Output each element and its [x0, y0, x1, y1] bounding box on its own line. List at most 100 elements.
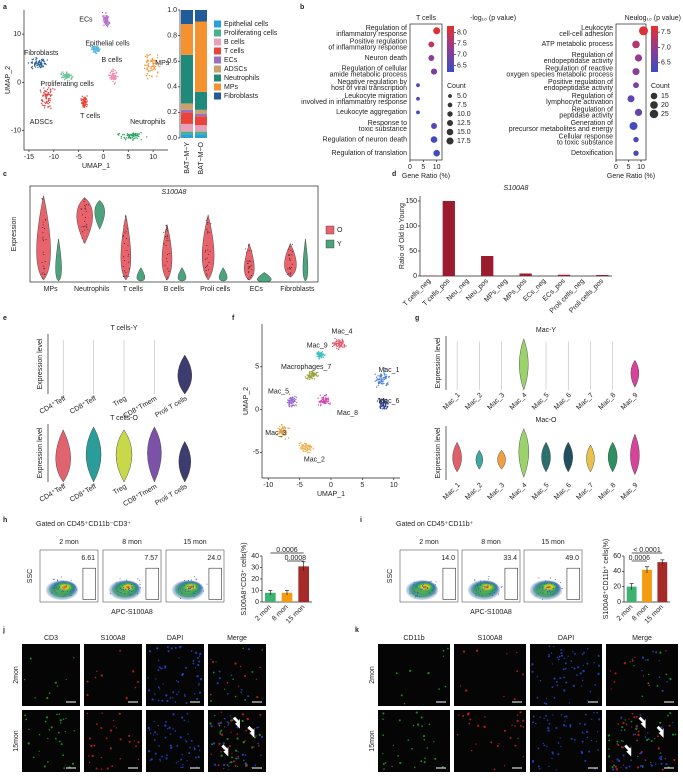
cell-point [93, 50, 95, 52]
cell-point [39, 91, 42, 93]
cell-point [306, 450, 308, 452]
cell-point [386, 405, 389, 408]
cell-signal [597, 672, 600, 675]
cell-point [316, 353, 318, 355]
cell-signal [625, 766, 628, 769]
event [556, 584, 558, 586]
cell-point [168, 240, 170, 242]
cell-signal [156, 733, 158, 735]
time-label: 2 mon [419, 539, 439, 546]
cell-point [382, 402, 384, 404]
cell-point [166, 278, 168, 280]
cell-signal [470, 749, 473, 752]
cell-point [41, 95, 44, 97]
cell-signal [634, 733, 637, 735]
cell-point [288, 393, 291, 396]
cell-point [103, 18, 105, 21]
cell-point [167, 234, 169, 236]
cell-point [104, 20, 106, 23]
cell-point [128, 135, 130, 137]
cell-point [336, 345, 339, 348]
cell-signal [539, 679, 542, 682]
cell-signal [636, 766, 640, 769]
cell-point [85, 211, 87, 213]
cell-signal [170, 746, 173, 749]
violin [55, 238, 62, 282]
event [129, 588, 131, 590]
event [187, 582, 189, 584]
cell-point [153, 59, 155, 62]
cell-point [291, 263, 293, 265]
cell-point [103, 24, 105, 26]
cell-point [310, 446, 313, 448]
cell-signal [147, 677, 149, 679]
event [548, 587, 550, 589]
cell-signal [664, 757, 667, 760]
cell-point [92, 48, 95, 51]
cell-point [380, 406, 382, 408]
event [417, 595, 419, 597]
x-tick-label: Fibroblasts [280, 286, 315, 293]
cell-point [42, 277, 44, 279]
legend-label: Fibroblasts [224, 93, 259, 100]
term-label: Leukocyte aggregation [336, 109, 407, 116]
bar [642, 569, 652, 602]
cell-point [112, 80, 114, 83]
event [422, 585, 424, 587]
gate-percent: 6.61 [81, 555, 95, 562]
cell-point [131, 136, 134, 139]
legend-label: Proliferating cells [224, 30, 278, 37]
bar-segment [181, 24, 193, 55]
x-tick-label: 10 [637, 164, 645, 171]
cell-signal [230, 714, 232, 717]
cell-signal [216, 682, 219, 685]
cell-point [132, 139, 134, 141]
cell-signal [611, 765, 614, 769]
cell-signal [608, 739, 611, 742]
cell-signal [570, 660, 573, 662]
cell-signal [100, 768, 103, 771]
cell-point [287, 437, 290, 439]
event [177, 589, 179, 591]
event [74, 586, 76, 588]
cell-signal [400, 694, 403, 697]
cell-point [301, 444, 303, 446]
cell-signal [229, 719, 233, 722]
cell-point [166, 228, 168, 230]
event [131, 590, 133, 592]
cell-point [82, 214, 84, 216]
cell-signal [242, 741, 245, 744]
cell-signal [211, 660, 215, 664]
y-axis-label: S100A8⁺CD11b⁺ cells(%) [603, 539, 610, 619]
event [62, 586, 64, 588]
x-tick-label: Mac_6 [553, 482, 573, 502]
cell-point [289, 396, 292, 399]
channel-label: DAPI [167, 635, 183, 642]
cell-point [205, 269, 207, 271]
cell-point [167, 276, 169, 278]
event [482, 586, 484, 588]
cell-point [51, 94, 53, 96]
cell-point [47, 87, 50, 89]
cell-signal [177, 691, 180, 693]
cell-point [204, 251, 206, 253]
event [421, 588, 423, 590]
legend-swatch [214, 47, 221, 55]
cell-signal [542, 742, 545, 745]
term-label: Neuron death [365, 55, 408, 62]
x-tick-label: -5 [76, 154, 82, 161]
cell-signal [234, 764, 237, 767]
x-tick-label: Mac_6 [553, 392, 573, 412]
cell-point [338, 340, 341, 342]
cell-point [110, 75, 113, 77]
cell-signal [522, 719, 525, 722]
violin [563, 441, 573, 473]
violin [497, 449, 506, 470]
cell-signal [181, 674, 184, 677]
cell-point [376, 400, 379, 402]
event [413, 584, 415, 586]
x-tick-label: BAT−M−Y [184, 142, 191, 174]
cell-point [385, 402, 387, 405]
cell-point [71, 76, 73, 78]
cell-point [152, 65, 154, 68]
